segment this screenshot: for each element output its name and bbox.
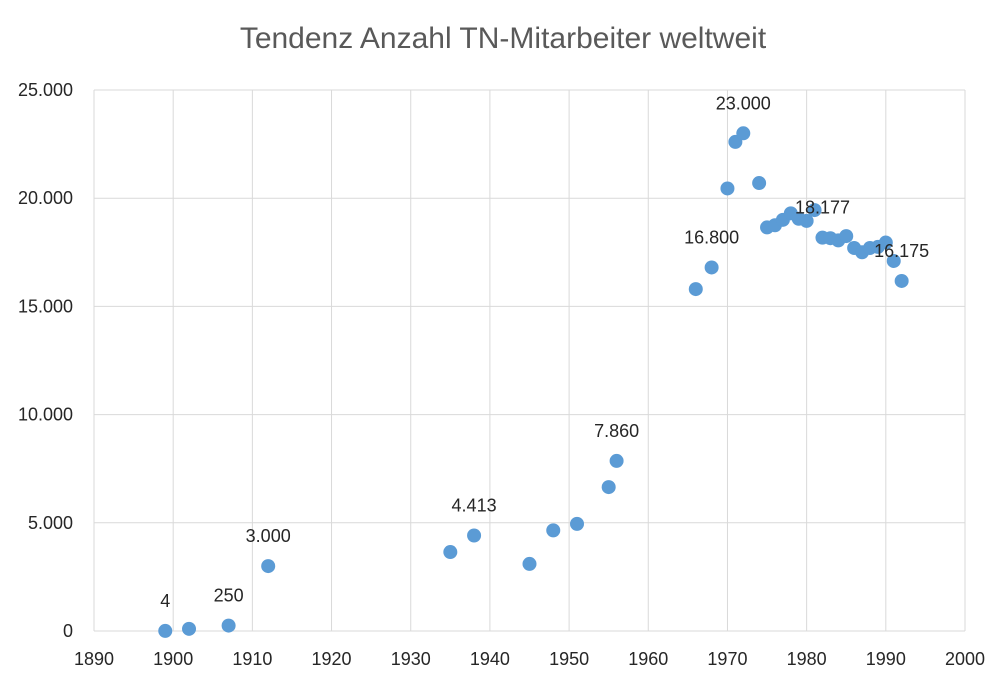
x-tick-label: 1910 [232,649,272,669]
data-point [688,282,703,297]
y-axis-ticks: 0 5.000 10.000 15.000 20.000 25.000 [18,80,73,641]
grid-lines [93,89,966,632]
y-tick-label: 5.000 [28,513,73,533]
data-points [158,126,909,638]
data-point [546,523,561,538]
data-point [522,556,537,571]
data-point [799,213,814,228]
data-labels: 4 250 3.000 4.413 7.860 16.800 23.000 18.177 16.… [160,93,929,611]
data-label: 7.860 [594,421,639,441]
x-tick-label: 1970 [707,649,747,669]
x-tick-label: 1950 [549,649,589,669]
data-point [894,273,909,288]
data-point [182,621,197,636]
data-point [261,559,276,574]
x-tick-label: 1960 [628,649,668,669]
data-label: 4.413 [452,496,497,516]
data-label: 16.800 [684,227,739,247]
x-tick-label: 1900 [153,649,193,669]
data-point [601,480,616,495]
data-point [443,545,458,560]
data-point [736,126,751,141]
data-point [720,181,735,196]
data-point [609,453,624,468]
x-tick-label: 1990 [866,649,906,669]
data-label: 3.000 [246,526,291,546]
x-axis-ticks: 1890 1900 1910 1920 1930 1940 1950 1960 1970 1980… [74,649,985,669]
data-point [570,516,585,531]
data-label: 18.177 [795,198,850,218]
data-point [752,176,767,191]
x-tick-label: 2000 [945,649,985,669]
chart-title: Tendenz Anzahl TN-Mitarbeiter weltweit [240,22,767,55]
data-point [221,618,236,633]
y-tick-label: 25.000 [18,80,73,100]
data-label: 4 [160,591,170,611]
data-point [807,203,822,218]
data-point [878,235,893,250]
data-point [886,253,901,268]
data-point [839,229,854,244]
y-tick-label: 15.000 [18,296,73,316]
x-tick-label: 1930 [391,649,431,669]
y-tick-label: 10.000 [18,405,73,425]
y-tick-label: 0 [63,621,73,641]
data-label: 16.175 [874,241,929,261]
x-tick-label: 1920 [312,649,352,669]
data-point [467,528,482,543]
x-tick-label: 1940 [470,649,510,669]
data-label: 250 [214,586,244,606]
data-point [704,260,719,275]
y-tick-label: 20.000 [18,188,73,208]
data-label: 23.000 [716,93,771,113]
x-tick-label: 1890 [74,649,114,669]
x-tick-label: 1980 [787,649,827,669]
data-point [158,623,173,638]
